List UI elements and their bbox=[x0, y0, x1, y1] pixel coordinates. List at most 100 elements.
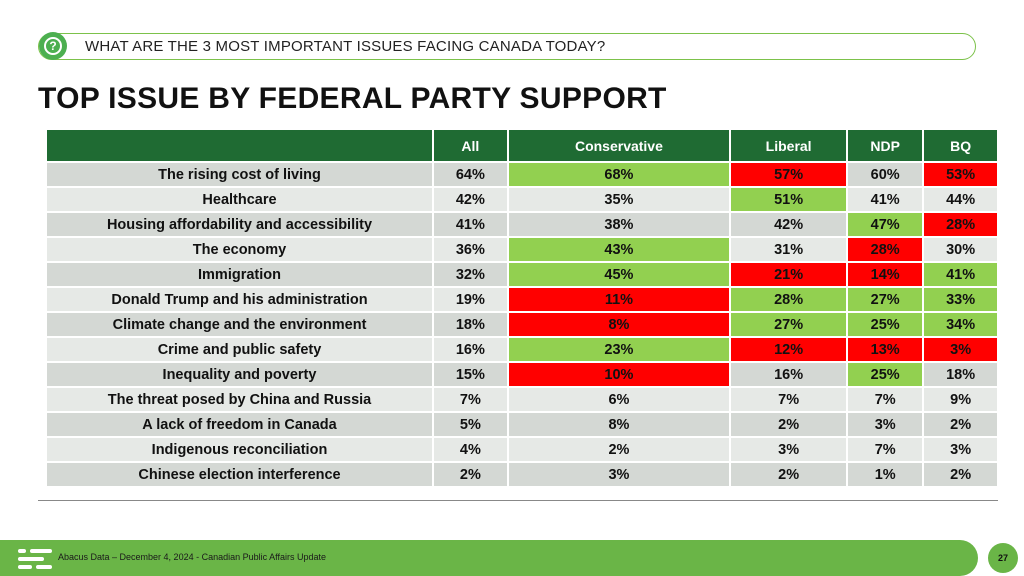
issue-label: Indigenous reconciliation bbox=[47, 438, 432, 461]
issue-label: Healthcare bbox=[47, 188, 432, 211]
table-row: Chinese election interference 2% 3% 2% 1% 2% bbox=[47, 463, 997, 486]
value-cell: 28% bbox=[848, 238, 923, 261]
footer-bar: Abacus Data – December 4, 2024 - Canadia… bbox=[0, 540, 978, 576]
value-cell: 7% bbox=[848, 438, 923, 461]
header-ndp: NDP bbox=[848, 130, 923, 161]
issue-label: Immigration bbox=[47, 263, 432, 286]
value-cell: 19% bbox=[434, 288, 507, 311]
value-cell: 41% bbox=[924, 263, 997, 286]
value-cell: 15% bbox=[434, 363, 507, 386]
value-cell: 8% bbox=[508, 413, 730, 436]
table-row: Immigration 32% 45% 21% 14% 41% bbox=[47, 263, 997, 286]
divider bbox=[38, 500, 998, 501]
question-text: WHAT ARE THE 3 MOST IMPORTANT ISSUES FAC… bbox=[85, 38, 606, 55]
value-cell: 42% bbox=[731, 213, 847, 236]
value-cell: 16% bbox=[434, 338, 507, 361]
value-cell: 30% bbox=[924, 238, 997, 261]
value-cell: 34% bbox=[924, 313, 997, 336]
page-title: TOP ISSUE BY FEDERAL PARTY SUPPORT bbox=[38, 82, 667, 115]
issue-label: Inequality and poverty bbox=[47, 363, 432, 386]
table-header-row: All Conservative Liberal NDP BQ bbox=[47, 130, 997, 161]
page-number: 27 bbox=[988, 543, 1018, 573]
value-cell: 13% bbox=[848, 338, 923, 361]
value-cell: 41% bbox=[434, 213, 507, 236]
value-cell: 57% bbox=[731, 163, 847, 186]
value-cell: 8% bbox=[508, 313, 730, 336]
value-cell: 21% bbox=[731, 263, 847, 286]
header-issue bbox=[47, 130, 432, 161]
value-cell: 7% bbox=[731, 388, 847, 411]
value-cell: 18% bbox=[924, 363, 997, 386]
value-cell: 23% bbox=[508, 338, 730, 361]
table-row: Housing affordability and accessibility 4… bbox=[47, 213, 997, 236]
value-cell: 47% bbox=[848, 213, 923, 236]
value-cell: 5% bbox=[434, 413, 507, 436]
issue-label: The economy bbox=[47, 238, 432, 261]
header-bq: BQ bbox=[924, 130, 997, 161]
table-row: Indigenous reconciliation 4% 2% 3% 7% 3% bbox=[47, 438, 997, 461]
value-cell: 18% bbox=[434, 313, 507, 336]
value-cell: 2% bbox=[508, 438, 730, 461]
value-cell: 3% bbox=[731, 438, 847, 461]
value-cell: 43% bbox=[508, 238, 730, 261]
table-row: The economy 36% 43% 31% 28% 30% bbox=[47, 238, 997, 261]
header-liberal: Liberal bbox=[731, 130, 847, 161]
value-cell: 9% bbox=[924, 388, 997, 411]
value-cell: 6% bbox=[508, 388, 730, 411]
value-cell: 28% bbox=[924, 213, 997, 236]
value-cell: 27% bbox=[848, 288, 923, 311]
value-cell: 14% bbox=[848, 263, 923, 286]
question-banner: ? WHAT ARE THE 3 MOST IMPORTANT ISSUES F… bbox=[38, 32, 976, 60]
issue-label: The threat posed by China and Russia bbox=[47, 388, 432, 411]
value-cell: 42% bbox=[434, 188, 507, 211]
value-cell: 16% bbox=[731, 363, 847, 386]
issue-label: Chinese election interference bbox=[47, 463, 432, 486]
value-cell: 11% bbox=[508, 288, 730, 311]
header-conservative: Conservative bbox=[508, 130, 730, 161]
value-cell: 38% bbox=[508, 213, 730, 236]
value-cell: 25% bbox=[848, 363, 923, 386]
table-row: Donald Trump and his administration 19% 11… bbox=[47, 288, 997, 311]
issue-label: Housing affordability and accessibility bbox=[47, 213, 432, 236]
table-row: Inequality and poverty 15% 10% 16% 25% 18% bbox=[47, 363, 997, 386]
issue-label: A lack of freedom in Canada bbox=[47, 413, 432, 436]
value-cell: 2% bbox=[924, 463, 997, 486]
issue-label: The rising cost of living bbox=[47, 163, 432, 186]
issue-label: Donald Trump and his administration bbox=[47, 288, 432, 311]
table-row: Healthcare 42% 35% 51% 41% 44% bbox=[47, 188, 997, 211]
value-cell: 41% bbox=[848, 188, 923, 211]
value-cell: 3% bbox=[848, 413, 923, 436]
value-cell: 51% bbox=[731, 188, 847, 211]
table-row: Crime and public safety 16% 23% 12% 13% 3% bbox=[47, 338, 997, 361]
value-cell: 3% bbox=[924, 438, 997, 461]
value-cell: 25% bbox=[848, 313, 923, 336]
issue-label: Crime and public safety bbox=[47, 338, 432, 361]
value-cell: 32% bbox=[434, 263, 507, 286]
results-table: All Conservative Liberal NDP BQ The risi… bbox=[45, 128, 999, 488]
question-icon: ? bbox=[39, 32, 67, 60]
value-cell: 68% bbox=[508, 163, 730, 186]
value-cell: 2% bbox=[434, 463, 507, 486]
value-cell: 64% bbox=[434, 163, 507, 186]
value-cell: 2% bbox=[731, 463, 847, 486]
table-row: A lack of freedom in Canada 5% 8% 2% 3% 2% bbox=[47, 413, 997, 436]
value-cell: 7% bbox=[848, 388, 923, 411]
value-cell: 2% bbox=[924, 413, 997, 436]
value-cell: 53% bbox=[924, 163, 997, 186]
value-cell: 45% bbox=[508, 263, 730, 286]
value-cell: 3% bbox=[924, 338, 997, 361]
abacus-logo-icon bbox=[18, 549, 52, 569]
footer-text: Abacus Data – December 4, 2024 - Canadia… bbox=[58, 552, 326, 562]
value-cell: 2% bbox=[731, 413, 847, 436]
value-cell: 1% bbox=[848, 463, 923, 486]
table-row: Climate change and the environment 18% 8% 2… bbox=[47, 313, 997, 336]
value-cell: 33% bbox=[924, 288, 997, 311]
value-cell: 44% bbox=[924, 188, 997, 211]
issue-label: Climate change and the environment bbox=[47, 313, 432, 336]
table-row: The threat posed by China and Russia 7% 6%… bbox=[47, 388, 997, 411]
value-cell: 12% bbox=[731, 338, 847, 361]
value-cell: 60% bbox=[848, 163, 923, 186]
value-cell: 28% bbox=[731, 288, 847, 311]
header-all: All bbox=[434, 130, 507, 161]
value-cell: 4% bbox=[434, 438, 507, 461]
